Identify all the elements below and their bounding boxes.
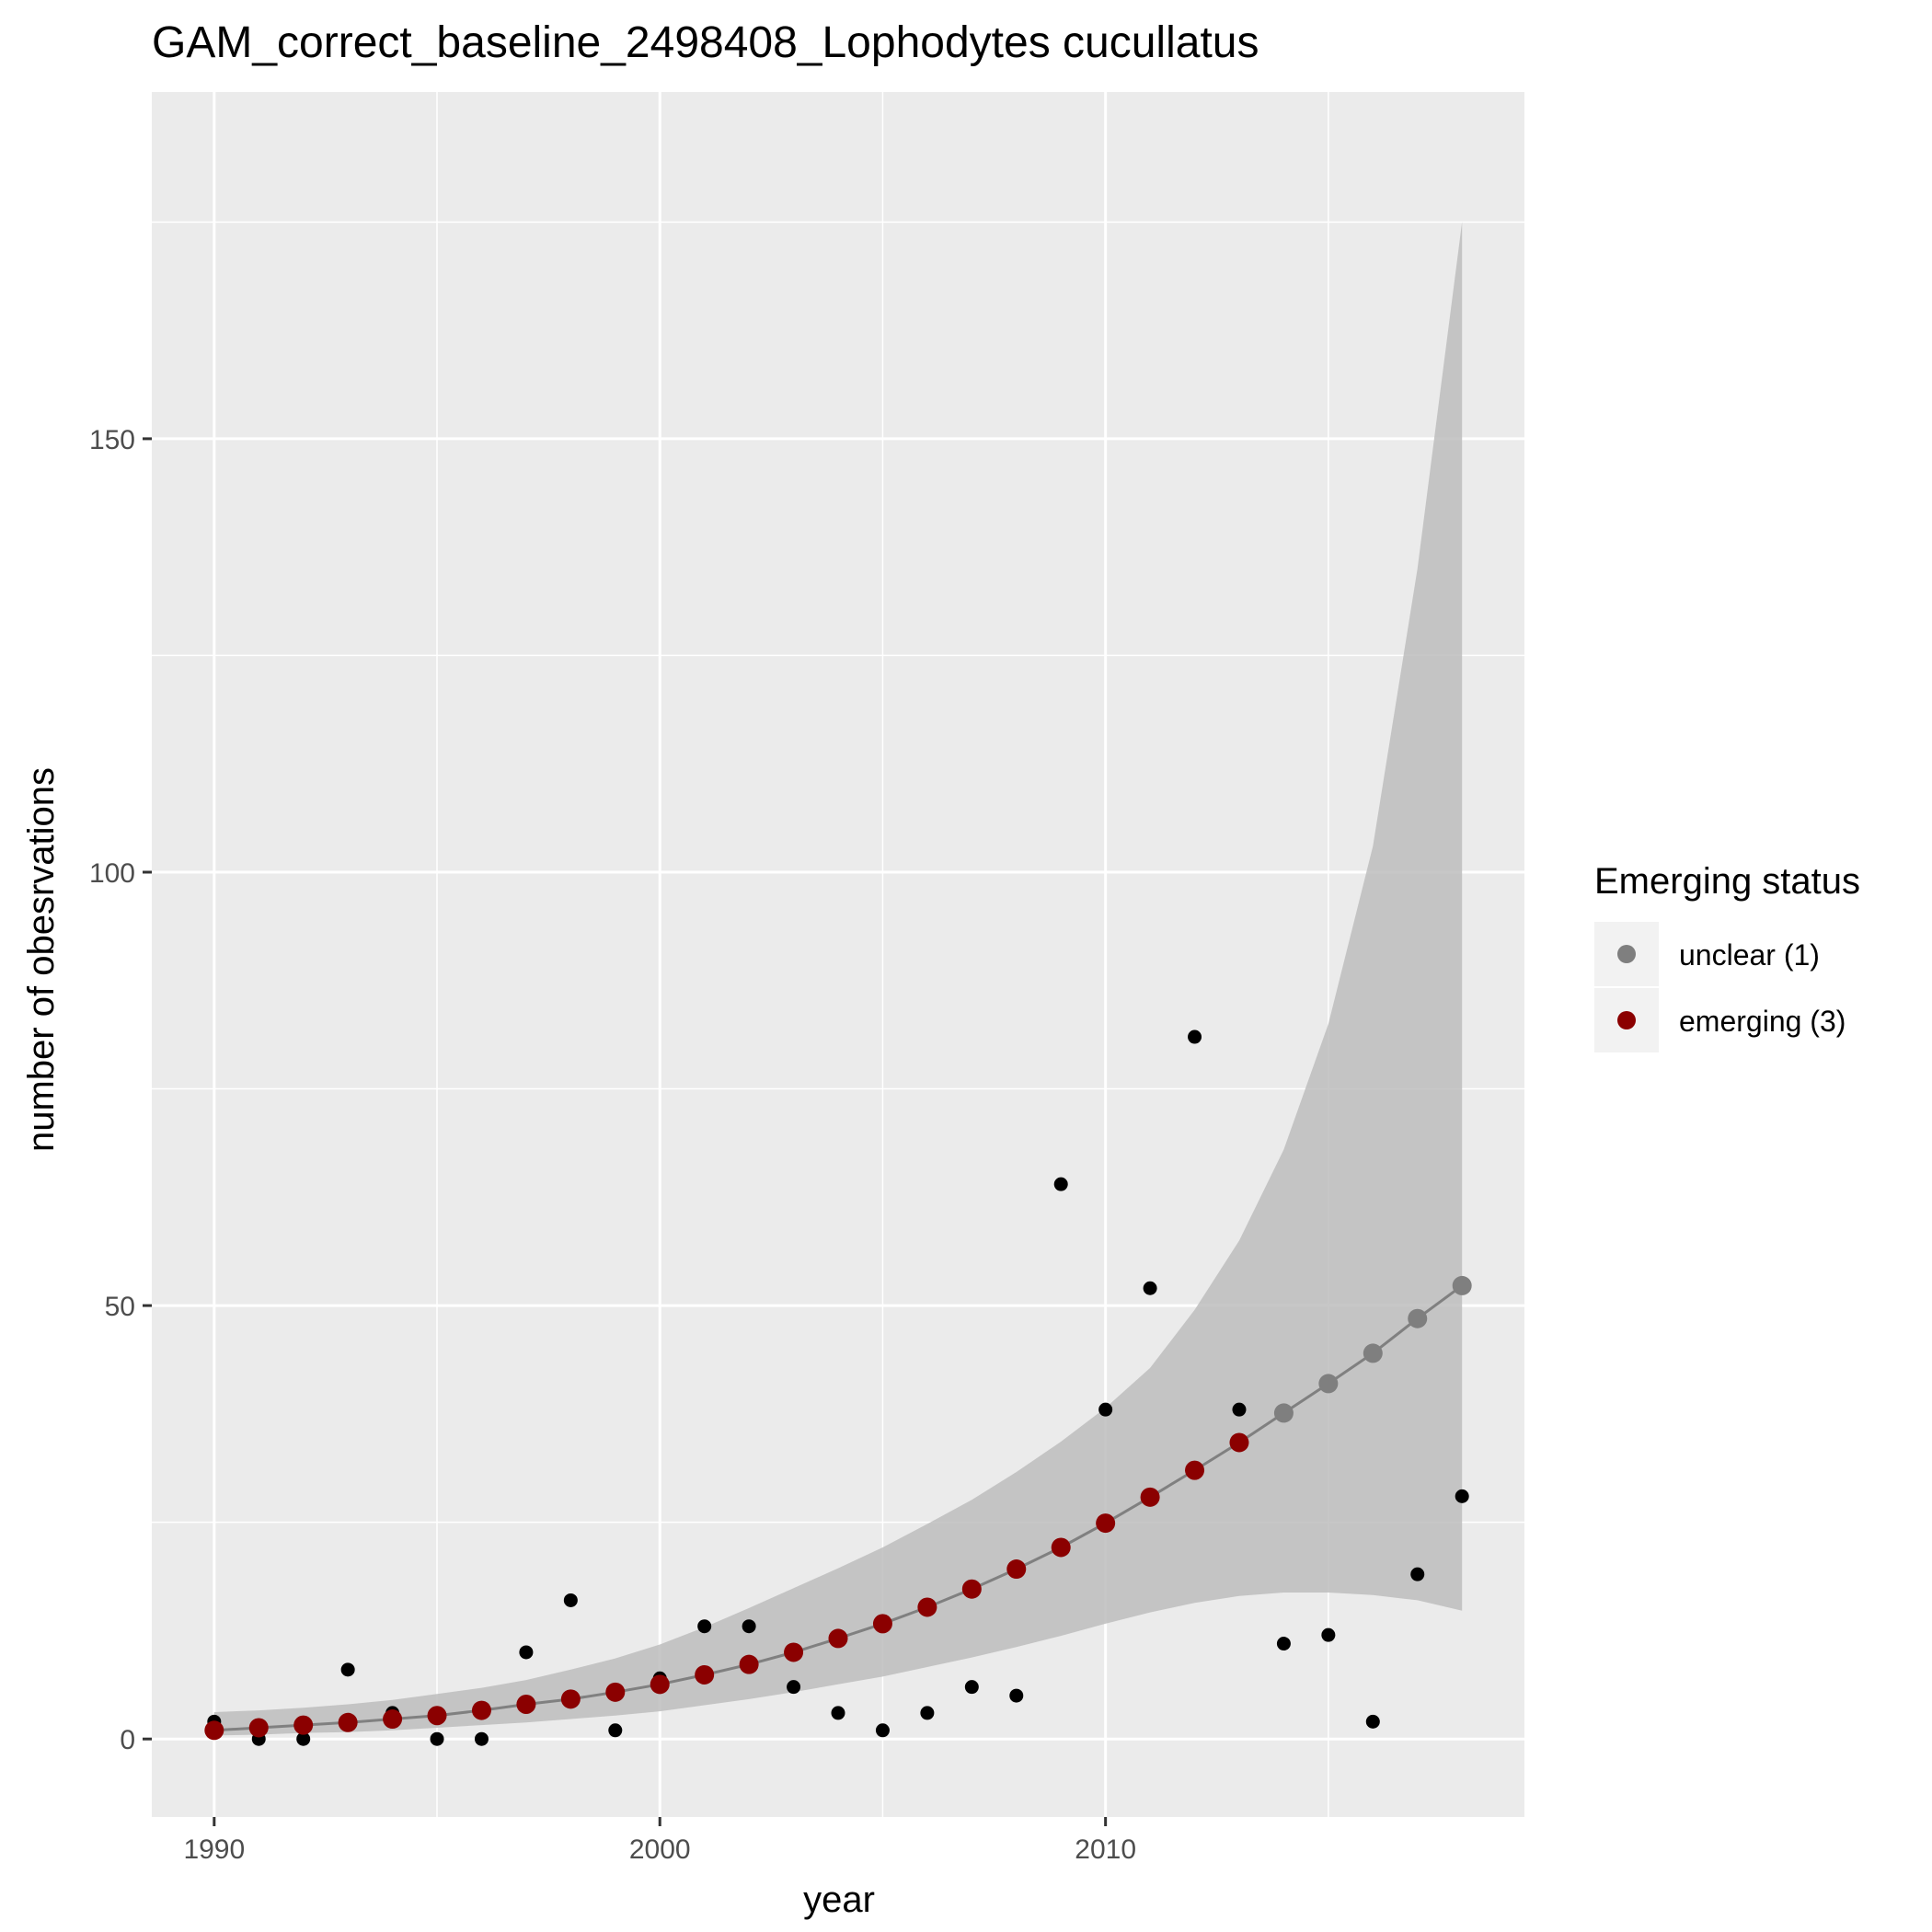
fitted-point-emerging [1006,1559,1027,1580]
fitted-point-unclear [1452,1275,1472,1295]
observed-point [1276,1637,1291,1651]
fitted-point-emerging [338,1712,358,1732]
fitted-point-emerging [961,1579,982,1599]
observed-point [1053,1177,1068,1191]
observed-point [1009,1688,1024,1703]
x-tick-label: 2010 [1075,1834,1136,1865]
observed-point [787,1680,801,1695]
fitted-point-unclear [1273,1403,1294,1423]
fitted-point-emerging [471,1700,491,1720]
observed-point [340,1662,355,1677]
minor-gridlines [152,92,1524,1817]
x-axis-label: year [803,1880,875,1920]
y-axis-label: number of obesrvations [21,767,62,1152]
observed-point [1321,1627,1336,1642]
observed-point [430,1731,444,1746]
x-tick-label: 2000 [629,1834,691,1865]
y-tick-label: 150 [89,425,135,455]
observed-point [1365,1714,1380,1729]
fitted-point-emerging [248,1718,269,1738]
observed-point [519,1645,534,1660]
observed-point [608,1723,623,1738]
observed-point [563,1593,578,1607]
observed-point [1455,1489,1469,1503]
fitted-point-emerging [1229,1432,1249,1453]
observed-point [1098,1402,1113,1417]
fitted-point-emerging [917,1597,937,1617]
legend-label-unclear: unclear (1) [1679,938,1820,972]
legend-swatch-emerging [1617,1011,1636,1029]
chart-title: GAM_correct_baseline_2498408_Lophodytes … [152,18,1259,67]
fitted-point-emerging [516,1695,536,1715]
fitted-point-emerging [784,1642,804,1662]
fitted-point-emerging [695,1664,715,1685]
observed-point [742,1619,756,1634]
fitted-point-emerging [1051,1537,1071,1558]
observed-point [296,1731,311,1746]
legend-swatch-unclear [1617,945,1636,963]
fitted-point-emerging [1185,1460,1205,1480]
observed-point [1188,1029,1202,1044]
y-axis: 0 50 100 150 [89,425,152,1755]
observed-point [474,1731,489,1746]
observed-point [697,1619,712,1634]
fitted-point-unclear [1408,1308,1428,1328]
observed-point [875,1723,890,1738]
fitted-point-emerging [605,1682,626,1702]
fitted-point-emerging [383,1709,403,1730]
fitted-point-emerging [828,1628,848,1649]
fitted-point-emerging [427,1706,447,1726]
fitted-point-emerging [739,1654,759,1674]
observed-point [964,1680,979,1695]
observed-point [1143,1281,1157,1295]
legend: Emerging status unclear (1) emerging (3) [1594,861,1860,1052]
x-tick-label: 1990 [183,1834,245,1865]
fitted-point-emerging [1140,1487,1160,1507]
fitted-point-unclear [1318,1374,1339,1394]
observed-points [207,1029,1469,1746]
legend-label-emerging: emerging (3) [1679,1005,1846,1038]
confidence-ribbon [213,222,1463,1736]
fitted-point-emerging [560,1689,581,1709]
fitted-point-emerging [293,1715,314,1735]
fitted-point-unclear [1363,1343,1383,1363]
fitted-points [204,1275,1472,1741]
fitted-point-emerging [204,1720,224,1741]
y-tick-label: 0 [120,1725,135,1755]
legend-title: Emerging status [1594,861,1860,902]
observed-point [920,1706,935,1720]
observed-point [831,1706,845,1720]
fitted-point-emerging [650,1674,670,1695]
observed-point [1232,1402,1247,1417]
fitted-point-emerging [1096,1513,1116,1534]
y-tick-label: 50 [105,1292,135,1322]
x-axis: 1990 2000 2010 [183,1817,1136,1865]
observed-point [1410,1567,1425,1581]
fitted-point-emerging [872,1614,892,1634]
y-tick-label: 100 [89,858,135,889]
